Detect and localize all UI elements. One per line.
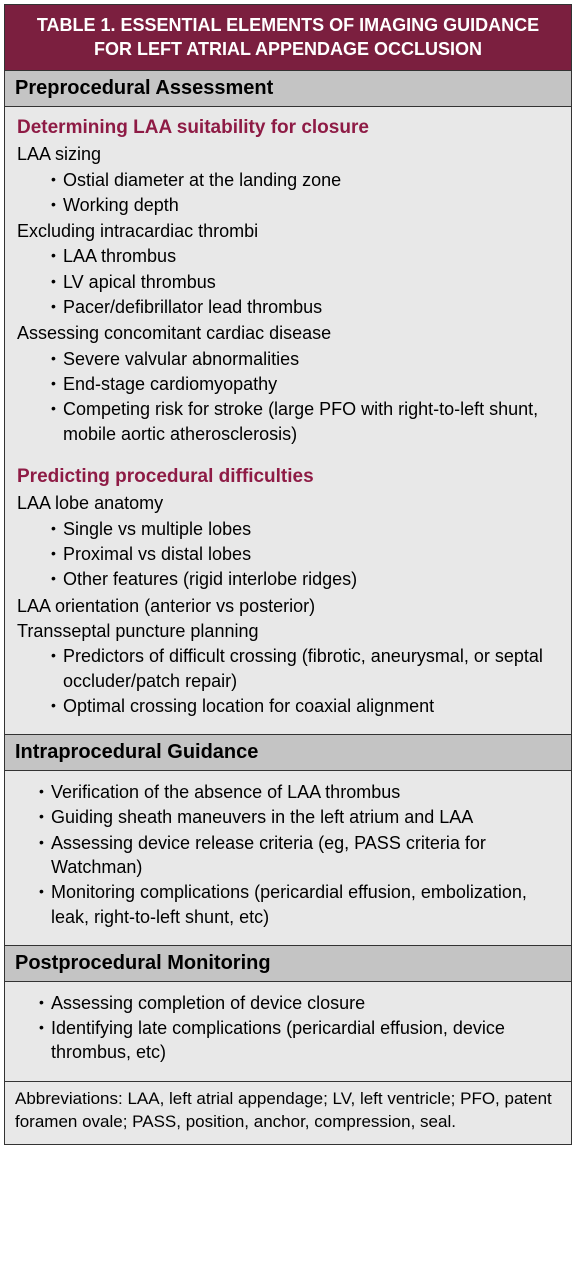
list-item: Monitoring complications (pericardial ef… (39, 880, 559, 929)
list-item: Assessing device release criteria (eg, P… (39, 831, 559, 880)
postprocedural-bullets: Assessing completion of device closure I… (39, 991, 559, 1065)
item-laa-sizing: LAA sizing (17, 142, 559, 166)
table-title: TABLE 1. ESSENTIAL ELEMENTS OF IMAGING G… (5, 5, 571, 70)
abbreviations-note: Abbreviations: LAA, left atrial appendag… (5, 1081, 571, 1144)
subheading-suitability: Determining LAA suitability for closure (17, 115, 559, 141)
list-item: Assessing completion of device closure (39, 991, 559, 1015)
list-item: Working depth (51, 193, 559, 217)
list-item: Severe valvular abnormalities (51, 347, 559, 371)
table-container: TABLE 1. ESSENTIAL ELEMENTS OF IMAGING G… (4, 4, 572, 1145)
lobe-anatomy-bullets: Single vs multiple lobes Proximal vs dis… (51, 517, 559, 592)
section-header-postprocedural: Postprocedural Monitoring (5, 945, 571, 981)
preprocedural-content: Determining LAA suitability for closure … (5, 106, 571, 735)
item-assessing-disease: Assessing concomitant cardiac disease (17, 321, 559, 345)
list-item: Single vs multiple lobes (51, 517, 559, 541)
list-item: Guiding sheath maneuvers in the left atr… (39, 805, 559, 829)
list-item: Ostial diameter at the landing zone (51, 168, 559, 192)
section-header-intraprocedural: Intraprocedural Guidance (5, 734, 571, 770)
list-item: End-stage cardiomyopathy (51, 372, 559, 396)
list-item: Verification of the absence of LAA throm… (39, 780, 559, 804)
list-item: Identifying late complications (pericard… (39, 1016, 559, 1065)
thrombi-bullets: LAA thrombus LV apical thrombus Pacer/de… (51, 244, 559, 319)
intraprocedural-bullets: Verification of the absence of LAA throm… (39, 780, 559, 929)
subheading-predicting: Predicting procedural difficulties (17, 464, 559, 490)
intraprocedural-content: Verification of the absence of LAA throm… (5, 770, 571, 945)
list-item: LAA thrombus (51, 244, 559, 268)
item-transseptal: Transseptal puncture planning (17, 619, 559, 643)
item-excluding-thrombi: Excluding intracardiac thrombi (17, 219, 559, 243)
section-header-preprocedural: Preprocedural Assessment (5, 70, 571, 106)
list-item: Other features (rigid interlobe ridges) (51, 567, 559, 591)
list-item: LV apical thrombus (51, 270, 559, 294)
postprocedural-content: Assessing completion of device closure I… (5, 981, 571, 1081)
disease-bullets: Severe valvular abnormalities End-stage … (51, 347, 559, 446)
transseptal-bullets: Predictors of difficult crossing (fibrot… (51, 644, 559, 718)
list-item: Predictors of difficult crossing (fibrot… (51, 644, 559, 693)
laa-sizing-bullets: Ostial diameter at the landing zone Work… (51, 168, 559, 218)
item-laa-orientation: LAA orientation (anterior vs posterior) (17, 594, 559, 618)
item-lobe-anatomy: LAA lobe anatomy (17, 491, 559, 515)
list-item: Pacer/defibrillator lead thrombus (51, 295, 559, 319)
list-item: Optimal crossing location for coaxial al… (51, 694, 559, 718)
list-item: Competing risk for stroke (large PFO wit… (51, 397, 559, 446)
list-item: Proximal vs distal lobes (51, 542, 559, 566)
